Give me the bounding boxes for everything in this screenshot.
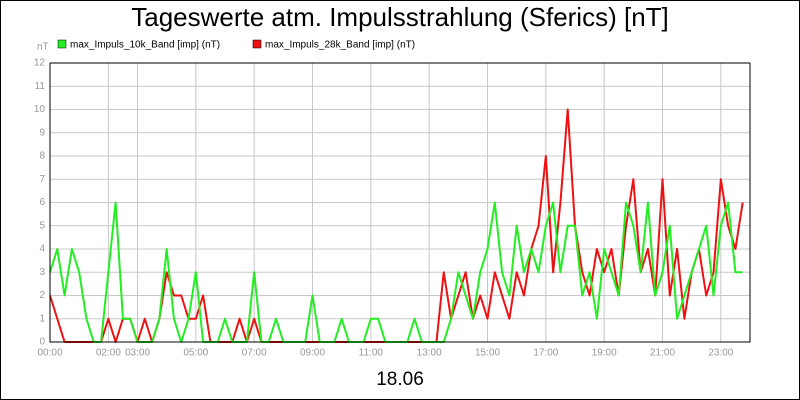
y-tick-label: 3: [39, 267, 45, 278]
x-tick-label: 17:00: [533, 348, 558, 359]
legend-swatch: [57, 39, 67, 49]
y-tick-label: 9: [39, 127, 45, 138]
y-tick-label: 12: [34, 58, 46, 69]
legend-label: max_Impuls_10k_Band [imp] (nT): [70, 40, 220, 51]
subtitle: 18.06: [376, 369, 424, 390]
x-tick-label: 23:00: [708, 348, 733, 359]
x-tick-label: 07:00: [242, 348, 267, 359]
y-tick-label: 5: [39, 220, 45, 231]
x-tick-label: 05:00: [183, 348, 208, 359]
y-axis-label: nT: [37, 42, 49, 53]
plot-border: [49, 62, 751, 343]
y-tick-label: 4: [39, 244, 45, 255]
x-tick-label: 21:00: [650, 348, 675, 359]
x-tick-label: 09:00: [300, 348, 325, 359]
y-tick-label: 0: [39, 337, 45, 348]
y-tick-label: 6: [39, 197, 45, 208]
y-tick-label: 11: [35, 81, 46, 92]
x-tick-label: 00:00: [37, 348, 62, 359]
chart-title: Tageswerte atm. Impulsstrahlung (Sferics…: [131, 2, 669, 32]
y-tick-label: 1: [39, 313, 45, 324]
x-tick-label: 03:00: [125, 348, 150, 359]
y-tick-label: 8: [39, 151, 45, 162]
legend-label: max_Impuls_28k_Band [imp] (nT): [265, 40, 415, 51]
legend-swatch: [252, 39, 262, 49]
x-tick-label: 02:00: [96, 348, 121, 359]
x-tick-label: 11:00: [359, 348, 384, 359]
y-tick-label: 7: [39, 174, 45, 185]
x-tick-label: 19:00: [592, 348, 617, 359]
x-tick-label: 13:00: [417, 348, 442, 359]
x-tick-label: 15:00: [475, 348, 500, 359]
y-tick-label: 2: [39, 290, 45, 301]
y-tick-label: 10: [34, 104, 46, 115]
